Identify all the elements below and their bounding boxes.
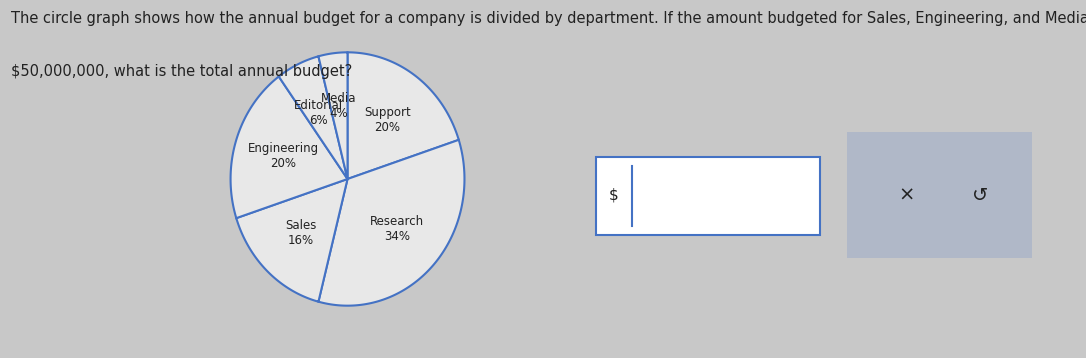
Polygon shape <box>348 52 458 179</box>
Text: Support
20%: Support 20% <box>364 106 411 134</box>
Polygon shape <box>279 56 348 179</box>
Text: $: $ <box>609 188 619 203</box>
Text: $50,000,000, what is the total annual budget?: $50,000,000, what is the total annual bu… <box>11 64 352 79</box>
Text: Sales
16%: Sales 16% <box>286 219 317 247</box>
Polygon shape <box>237 179 348 302</box>
Text: ×: × <box>898 185 914 205</box>
FancyBboxPatch shape <box>596 157 820 236</box>
Text: The circle graph shows how the annual budget for a company is divided by departm: The circle graph shows how the annual bu… <box>11 11 1086 26</box>
Polygon shape <box>230 77 348 218</box>
FancyBboxPatch shape <box>838 126 1040 264</box>
Text: ↺: ↺ <box>972 185 988 205</box>
Text: Editorial
6%: Editorial 6% <box>294 98 343 126</box>
Polygon shape <box>318 52 348 179</box>
Text: Media
4%: Media 4% <box>321 92 357 120</box>
Text: Research
34%: Research 34% <box>370 215 424 243</box>
Text: Engineering
20%: Engineering 20% <box>248 142 318 170</box>
Polygon shape <box>318 140 465 306</box>
